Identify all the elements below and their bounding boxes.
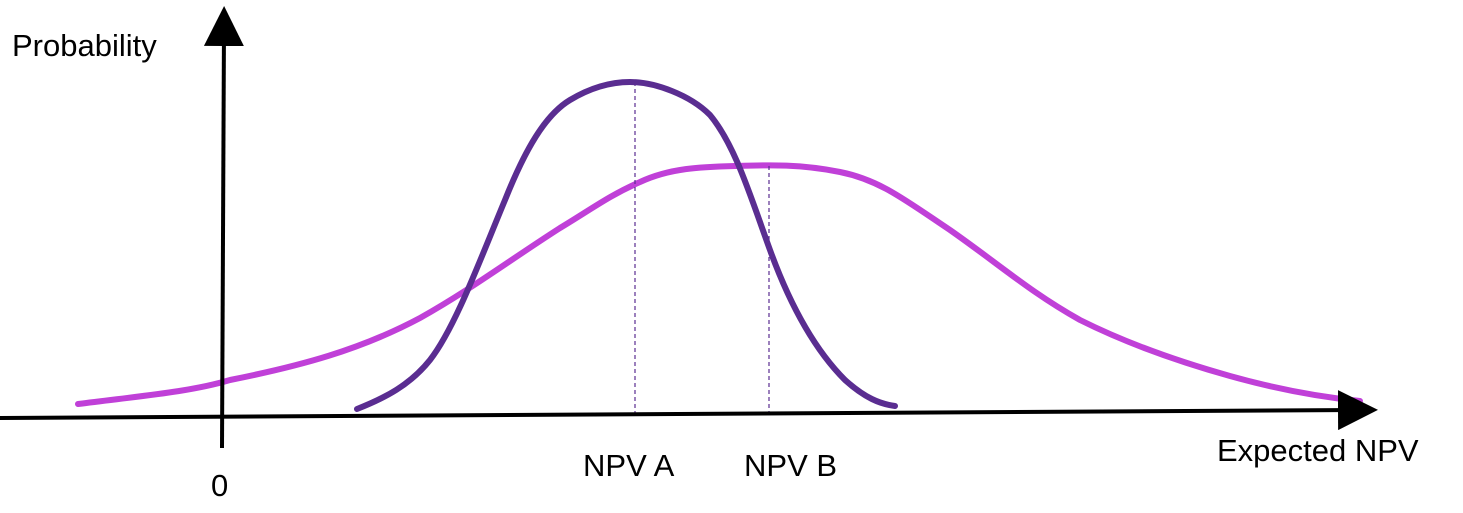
- npv-b-label: NPV B: [744, 448, 838, 483]
- curve-npv-a: [354, 78, 898, 412]
- y-axis-label: Probability: [12, 28, 157, 63]
- x-axis: [0, 390, 1378, 431]
- origin-label: 0: [211, 468, 229, 503]
- x-axis-label: Expected NPV: [1217, 433, 1419, 468]
- curve-npv-b: [75, 162, 1363, 407]
- npv-a-label: NPV A: [583, 448, 675, 483]
- y-axis: [203, 6, 244, 449]
